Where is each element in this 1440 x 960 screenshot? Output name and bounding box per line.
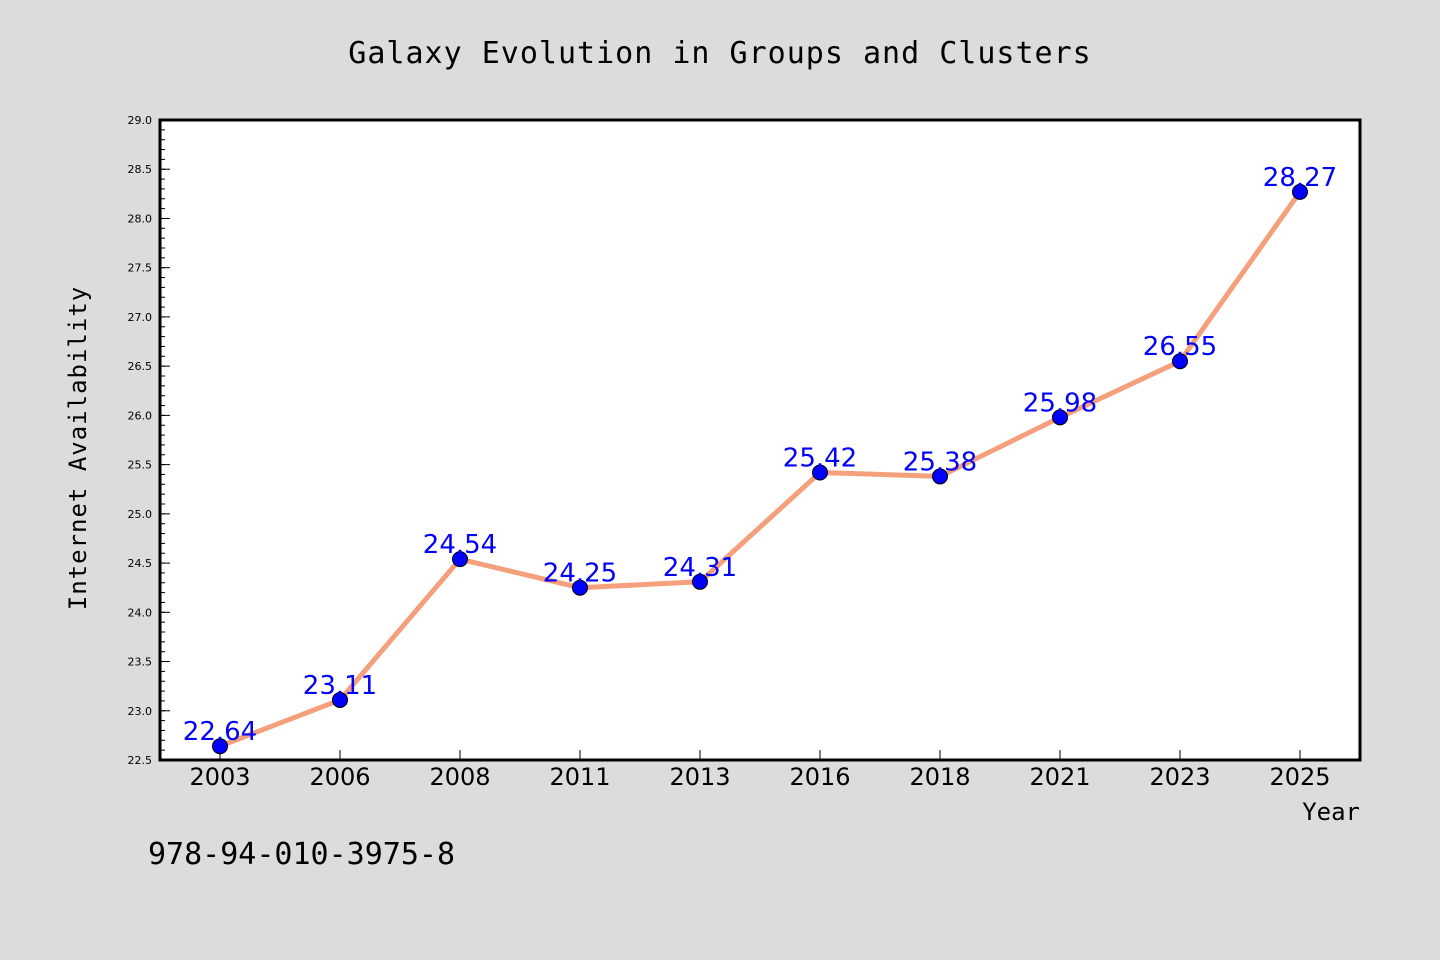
data-labels: 22.64 23.11 24.54 24.25 24.31 25.42 25.38 25.98…: [183, 163, 1337, 747]
y-tick-label: 23.5: [128, 656, 153, 669]
y-tick-label: 26.0: [128, 409, 153, 422]
y-tick-label: 26.5: [128, 360, 153, 373]
y-tick-label: 29.0: [128, 114, 153, 127]
x-tick-label: 2021: [1029, 763, 1090, 791]
plot-frame: [158, 118, 1362, 762]
chart-title: Galaxy Evolution in Groups and Clusters: [348, 36, 1091, 71]
x-tick-label: 2006: [309, 763, 370, 791]
data-point: [692, 573, 708, 590]
y-tick-label: 27.5: [128, 262, 153, 275]
data-point: [572, 579, 588, 596]
plot-area: [160, 120, 1360, 760]
series-line: [217, 189, 1303, 749]
x-tick-label: 2003: [189, 763, 250, 791]
x-tick-label: 2018: [909, 763, 970, 791]
x-tick-label: 2016: [789, 763, 850, 791]
y-tick-label: 27.0: [128, 311, 153, 324]
data-point: [1172, 353, 1188, 370]
data-label: 28.27: [1263, 163, 1337, 193]
y-axis-ticks: 22.5 23.0 23.5 24.0 24.5 25.0 25.5 26.0 26.5 27.0…: [128, 114, 170, 767]
data-label: 22.64: [183, 717, 257, 747]
data-point: [212, 738, 228, 755]
y-tick-label: 28.5: [128, 163, 153, 176]
x-tick-label: 2013: [669, 763, 730, 791]
series-line-group: [217, 189, 1303, 749]
x-tick-label: 2008: [429, 763, 490, 791]
y-tick-label: 25.5: [128, 459, 153, 472]
y-tick-label: 24.0: [128, 606, 153, 619]
x-tick-label: 2011: [549, 763, 610, 791]
data-label: 25.42: [783, 443, 857, 473]
y-tick-label: 28.0: [128, 212, 153, 225]
x-tick-label: 2025: [1269, 763, 1330, 791]
data-label: 23.11: [303, 671, 377, 701]
data-label: 26.55: [1143, 332, 1217, 362]
y-tick-label: 23.0: [128, 705, 153, 718]
x-axis-label: Year: [1302, 798, 1360, 826]
data-label: 24.54: [423, 530, 497, 560]
data-point: [332, 691, 348, 708]
x-tick-label: 2023: [1149, 763, 1210, 791]
data-point: [932, 468, 948, 485]
data-point: [452, 551, 468, 568]
isbn-text: 978-94-010-3975-8: [148, 837, 455, 872]
y-tick-label: 25.0: [128, 508, 153, 521]
y-tick-label: 24.5: [128, 557, 153, 570]
y-axis-label: Internet Availability: [64, 286, 92, 610]
data-label: 24.31: [663, 553, 737, 583]
data-label: 24.25: [543, 559, 617, 589]
data-label: 25.98: [1023, 388, 1097, 418]
data-point: [812, 464, 828, 481]
x-axis-ticks: 2003 2006 2008 2011 2013 2016 2018 2021 2023 2025: [189, 750, 1331, 791]
y-tick-label: 22.5: [128, 754, 153, 767]
data-point: [1292, 183, 1308, 200]
data-markers: [212, 183, 1308, 755]
data-label: 25.38: [903, 447, 977, 477]
data-point: [1052, 409, 1068, 426]
